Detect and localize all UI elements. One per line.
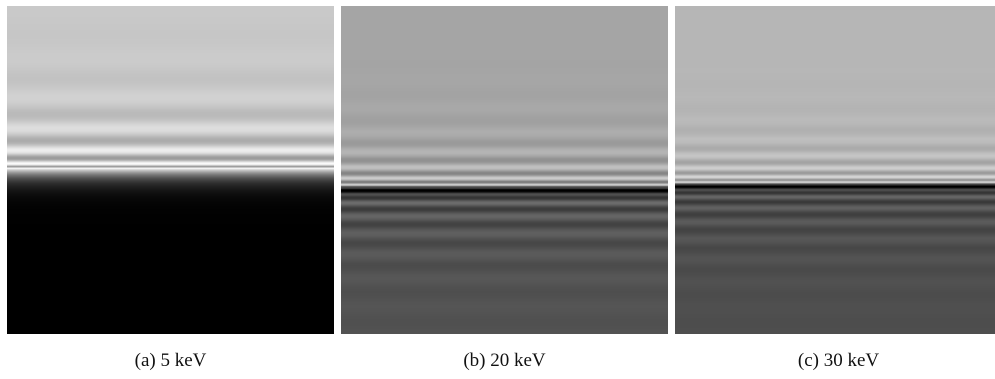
fringe-image-5kev (7, 6, 334, 334)
caption-5kev: (a) 5 keV (134, 350, 207, 371)
fringe-image-30kev (675, 6, 995, 334)
caption-20kev: (b) 20 keV (463, 350, 546, 371)
caption-30kev: (c) 30 keV (797, 350, 880, 371)
fringe-pattern (341, 6, 668, 334)
fringe-pattern (675, 6, 995, 334)
fringe-image-20kev (341, 6, 668, 334)
fringe-pattern (7, 6, 334, 334)
